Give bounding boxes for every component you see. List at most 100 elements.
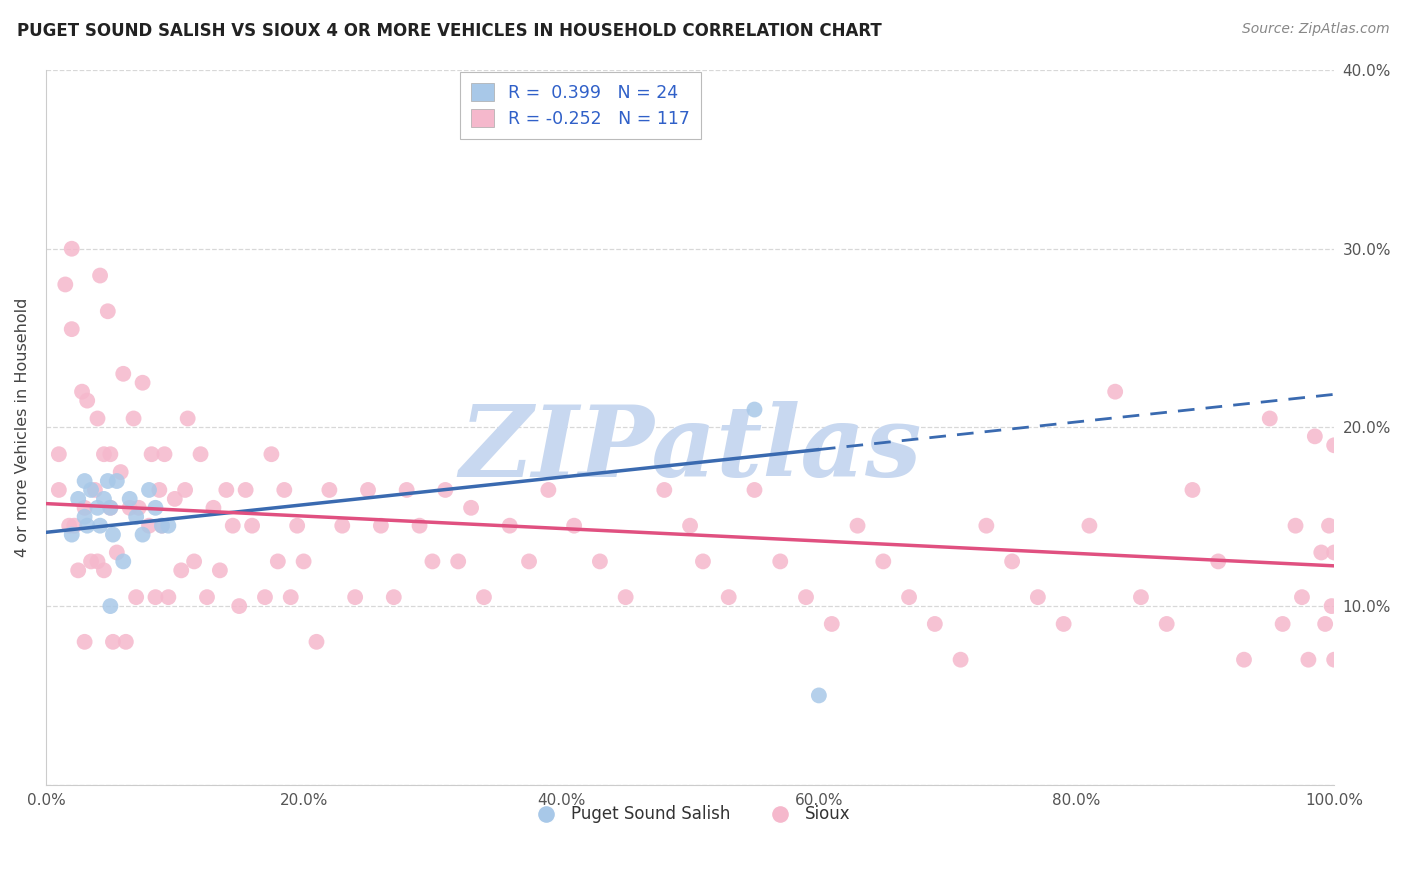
Point bbox=[537, 483, 560, 497]
Point bbox=[344, 590, 367, 604]
Point bbox=[1323, 438, 1346, 452]
Point bbox=[76, 393, 98, 408]
Point bbox=[1026, 590, 1049, 604]
Point bbox=[148, 483, 170, 497]
Point bbox=[131, 527, 153, 541]
Point bbox=[976, 518, 998, 533]
Point bbox=[292, 554, 315, 568]
Point bbox=[170, 563, 193, 577]
Point bbox=[101, 635, 124, 649]
Point bbox=[1310, 545, 1333, 559]
Point bbox=[100, 500, 122, 515]
Point bbox=[105, 545, 128, 559]
Point bbox=[562, 518, 585, 533]
Point bbox=[395, 483, 418, 497]
Point bbox=[112, 554, 135, 568]
Point bbox=[717, 590, 740, 604]
Point bbox=[769, 554, 792, 568]
Point bbox=[89, 518, 111, 533]
Point bbox=[48, 447, 70, 461]
Legend: Puget Sound Salish, Sioux: Puget Sound Salish, Sioux bbox=[523, 798, 858, 830]
Point bbox=[73, 474, 96, 488]
Point bbox=[1271, 616, 1294, 631]
Point bbox=[1323, 545, 1346, 559]
Point bbox=[86, 500, 108, 515]
Point bbox=[273, 483, 295, 497]
Text: ZIPatlas: ZIPatlas bbox=[458, 401, 921, 497]
Point bbox=[150, 518, 173, 533]
Point bbox=[100, 599, 122, 613]
Point bbox=[141, 447, 163, 461]
Point bbox=[679, 518, 702, 533]
Point bbox=[89, 268, 111, 283]
Point bbox=[60, 527, 83, 541]
Point bbox=[872, 554, 894, 568]
Point bbox=[499, 518, 522, 533]
Point bbox=[228, 599, 250, 613]
Point bbox=[267, 554, 290, 568]
Point bbox=[125, 509, 148, 524]
Point bbox=[1129, 590, 1152, 604]
Point bbox=[150, 518, 173, 533]
Point bbox=[222, 518, 245, 533]
Text: PUGET SOUND SALISH VS SIOUX 4 OR MORE VEHICLES IN HOUSEHOLD CORRELATION CHART: PUGET SOUND SALISH VS SIOUX 4 OR MORE VE… bbox=[17, 22, 882, 40]
Point bbox=[408, 518, 430, 533]
Point bbox=[1258, 411, 1281, 425]
Point bbox=[157, 518, 180, 533]
Point bbox=[100, 447, 122, 461]
Point bbox=[652, 483, 675, 497]
Point bbox=[382, 590, 405, 604]
Point bbox=[1313, 616, 1336, 631]
Point bbox=[128, 500, 150, 515]
Point bbox=[115, 635, 138, 649]
Point bbox=[73, 509, 96, 524]
Point bbox=[73, 500, 96, 515]
Point bbox=[807, 689, 830, 703]
Point bbox=[93, 491, 115, 506]
Point bbox=[1320, 599, 1343, 613]
Point bbox=[145, 500, 167, 515]
Text: Source: ZipAtlas.com: Source: ZipAtlas.com bbox=[1241, 22, 1389, 37]
Point bbox=[97, 474, 120, 488]
Point bbox=[190, 447, 212, 461]
Point bbox=[1323, 653, 1346, 667]
Y-axis label: 4 or more Vehicles in Household: 4 or more Vehicles in Household bbox=[15, 298, 30, 558]
Point bbox=[202, 500, 225, 515]
Point bbox=[1078, 518, 1101, 533]
Point bbox=[195, 590, 218, 604]
Point bbox=[86, 411, 108, 425]
Point bbox=[174, 483, 197, 497]
Point bbox=[260, 447, 283, 461]
Point bbox=[589, 554, 612, 568]
Point bbox=[1284, 518, 1306, 533]
Point bbox=[183, 554, 205, 568]
Point bbox=[157, 590, 180, 604]
Point bbox=[138, 483, 160, 497]
Point bbox=[898, 590, 921, 604]
Point bbox=[60, 242, 83, 256]
Point bbox=[1156, 616, 1178, 631]
Point bbox=[1291, 590, 1313, 604]
Point bbox=[422, 554, 444, 568]
Point bbox=[1317, 518, 1340, 533]
Point bbox=[370, 518, 392, 533]
Point bbox=[60, 322, 83, 336]
Point bbox=[80, 554, 103, 568]
Point bbox=[447, 554, 470, 568]
Point bbox=[93, 447, 115, 461]
Point bbox=[118, 500, 141, 515]
Point bbox=[80, 483, 103, 497]
Point bbox=[76, 518, 98, 533]
Point bbox=[472, 590, 495, 604]
Point bbox=[614, 590, 637, 604]
Point bbox=[58, 518, 80, 533]
Point bbox=[100, 500, 122, 515]
Point bbox=[692, 554, 714, 568]
Point bbox=[1181, 483, 1204, 497]
Point bbox=[240, 518, 263, 533]
Point bbox=[821, 616, 844, 631]
Point bbox=[1233, 653, 1256, 667]
Point bbox=[70, 384, 93, 399]
Point bbox=[125, 590, 148, 604]
Point bbox=[330, 518, 353, 533]
